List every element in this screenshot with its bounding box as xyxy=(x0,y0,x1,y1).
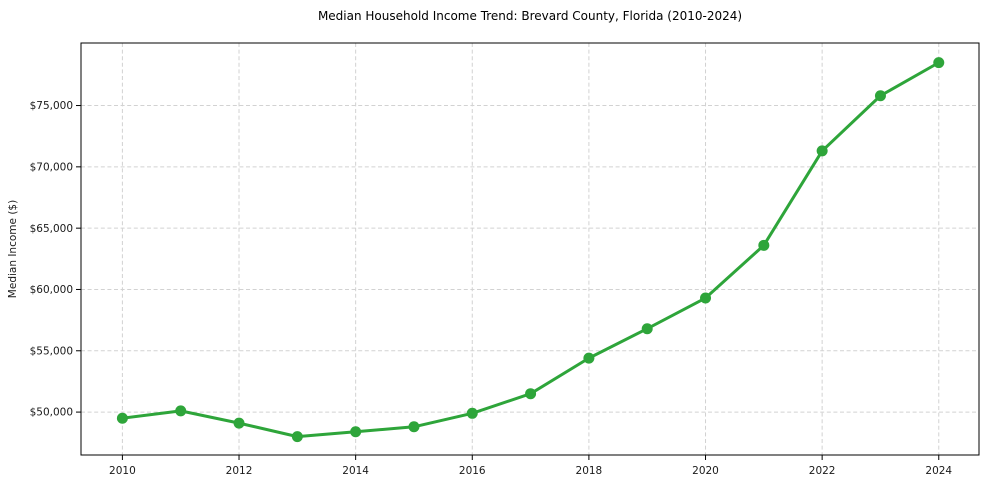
x-tick-label-2018: 2018 xyxy=(576,465,603,477)
data-point-2015 xyxy=(408,421,420,433)
x-tick-label-2016: 2016 xyxy=(459,465,486,477)
x-tick-label-2010: 2010 xyxy=(109,465,136,477)
data-point-2022 xyxy=(816,145,828,157)
data-point-2012 xyxy=(233,417,245,429)
data-point-2023 xyxy=(874,90,886,102)
y-tick-label-65000: $65,000 xyxy=(30,223,73,235)
data-point-2024 xyxy=(933,57,945,69)
data-point-2010 xyxy=(116,412,128,424)
y-axis-label: Median Income ($) xyxy=(7,200,19,298)
data-point-2017 xyxy=(525,388,537,400)
data-point-2013 xyxy=(291,431,303,443)
y-tick-label-50000: $50,000 xyxy=(30,407,73,419)
x-tick-label-2012: 2012 xyxy=(226,465,253,477)
x-tick-label-2024: 2024 xyxy=(925,465,952,477)
y-tick-label-70000: $70,000 xyxy=(30,161,73,173)
data-point-2014 xyxy=(350,426,362,438)
y-tick-label-55000: $55,000 xyxy=(30,345,73,357)
y-tick-label-60000: $60,000 xyxy=(30,284,73,296)
data-point-2011 xyxy=(175,405,187,417)
trend-line xyxy=(120,61,941,439)
x-tick-label-2014: 2014 xyxy=(342,465,369,477)
y-tick-label-75000: $75,000 xyxy=(30,100,73,112)
data-point-2016 xyxy=(466,407,478,419)
data-point-2020 xyxy=(700,292,712,304)
plot-border xyxy=(80,42,980,456)
chart-title: Median Household Income Trend: Brevard C… xyxy=(317,9,743,23)
x-tick-label-2020: 2020 xyxy=(692,465,719,477)
x-tick-label-2022: 2022 xyxy=(809,465,836,477)
data-point-2021 xyxy=(758,239,770,251)
data-point-2019 xyxy=(641,323,653,335)
data-point-2018 xyxy=(583,352,595,364)
